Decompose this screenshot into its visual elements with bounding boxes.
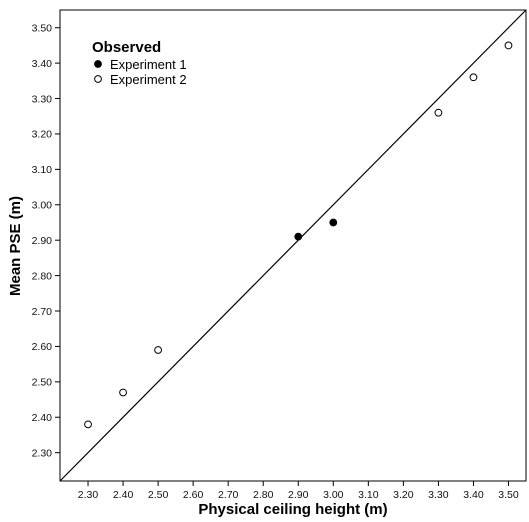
y-axis-title: Mean PSE (m)	[7, 196, 24, 296]
x-axis-title: Physical ceiling height (m)	[198, 501, 387, 518]
x-tick-label: 2.70	[218, 489, 239, 501]
y-tick-label: 2.90	[32, 235, 53, 247]
y-tick-label: 3.20	[32, 129, 53, 141]
y-tick-label: 3.40	[32, 58, 53, 70]
legend-label-experiment-1: Experiment 1	[110, 57, 187, 72]
x-tick-label: 2.90	[288, 489, 309, 501]
y-tick-label: 2.30	[32, 447, 53, 459]
legend-label-experiment-2: Experiment 2	[110, 72, 187, 87]
y-tick-label: 3.50	[32, 23, 53, 35]
y-tick-label: 2.70	[32, 306, 53, 318]
y-tick-label: 2.60	[32, 341, 53, 353]
data-point-experiment-2	[469, 73, 478, 82]
x-tick-label: 3.30	[428, 489, 449, 501]
data-point-experiment-2	[434, 108, 443, 117]
y-tick-label: 2.40	[32, 412, 53, 424]
y-tick-label: 3.10	[32, 164, 53, 176]
y-tick-label: 3.30	[32, 93, 53, 105]
x-axis-ticks: 2.30 2.40 2.50 2.60 2.70 2.80 2.90 3.00 3.10 3.20…	[78, 481, 519, 501]
data-point-experiment-2	[119, 388, 127, 397]
legend-marker-experiment-1	[94, 60, 102, 68]
data-point-experiment-1	[329, 218, 338, 227]
legend: Observed Experiment 1 Experiment 2	[92, 39, 187, 87]
x-tick-label: 3.20	[393, 489, 414, 501]
x-tick-label: 2.30	[78, 489, 99, 501]
data-points	[84, 41, 513, 429]
y-tick-label: 3.00	[32, 200, 53, 212]
x-tick-label: 3.00	[323, 489, 344, 501]
legend-marker-experiment-2	[94, 75, 102, 83]
x-tick-label: 3.40	[463, 489, 484, 501]
y-axis-ticks: 2.30 2.40 2.50 2.60 2.70 2.80 2.90 3.00 3.10 3.20…	[32, 23, 60, 459]
x-tick-label: 2.80	[253, 489, 274, 501]
legend-title: Observed	[92, 39, 161, 56]
reference-line-group	[59, 9, 527, 482]
x-tick-label: 2.40	[113, 489, 134, 501]
data-point-experiment-2	[154, 346, 163, 354]
data-point-experiment-2	[84, 420, 92, 429]
data-point-experiment-1	[294, 232, 303, 241]
data-point-experiment-2	[504, 41, 513, 50]
x-tick-label: 3.10	[358, 489, 379, 501]
y-tick-label: 2.80	[32, 270, 53, 282]
identity-line	[59, 9, 527, 482]
x-tick-label: 2.60	[183, 489, 204, 501]
x-tick-label: 2.50	[148, 489, 169, 501]
plot-frame	[59, 9, 527, 482]
y-tick-label: 2.50	[32, 377, 53, 389]
x-tick-label: 3.50	[498, 489, 519, 501]
